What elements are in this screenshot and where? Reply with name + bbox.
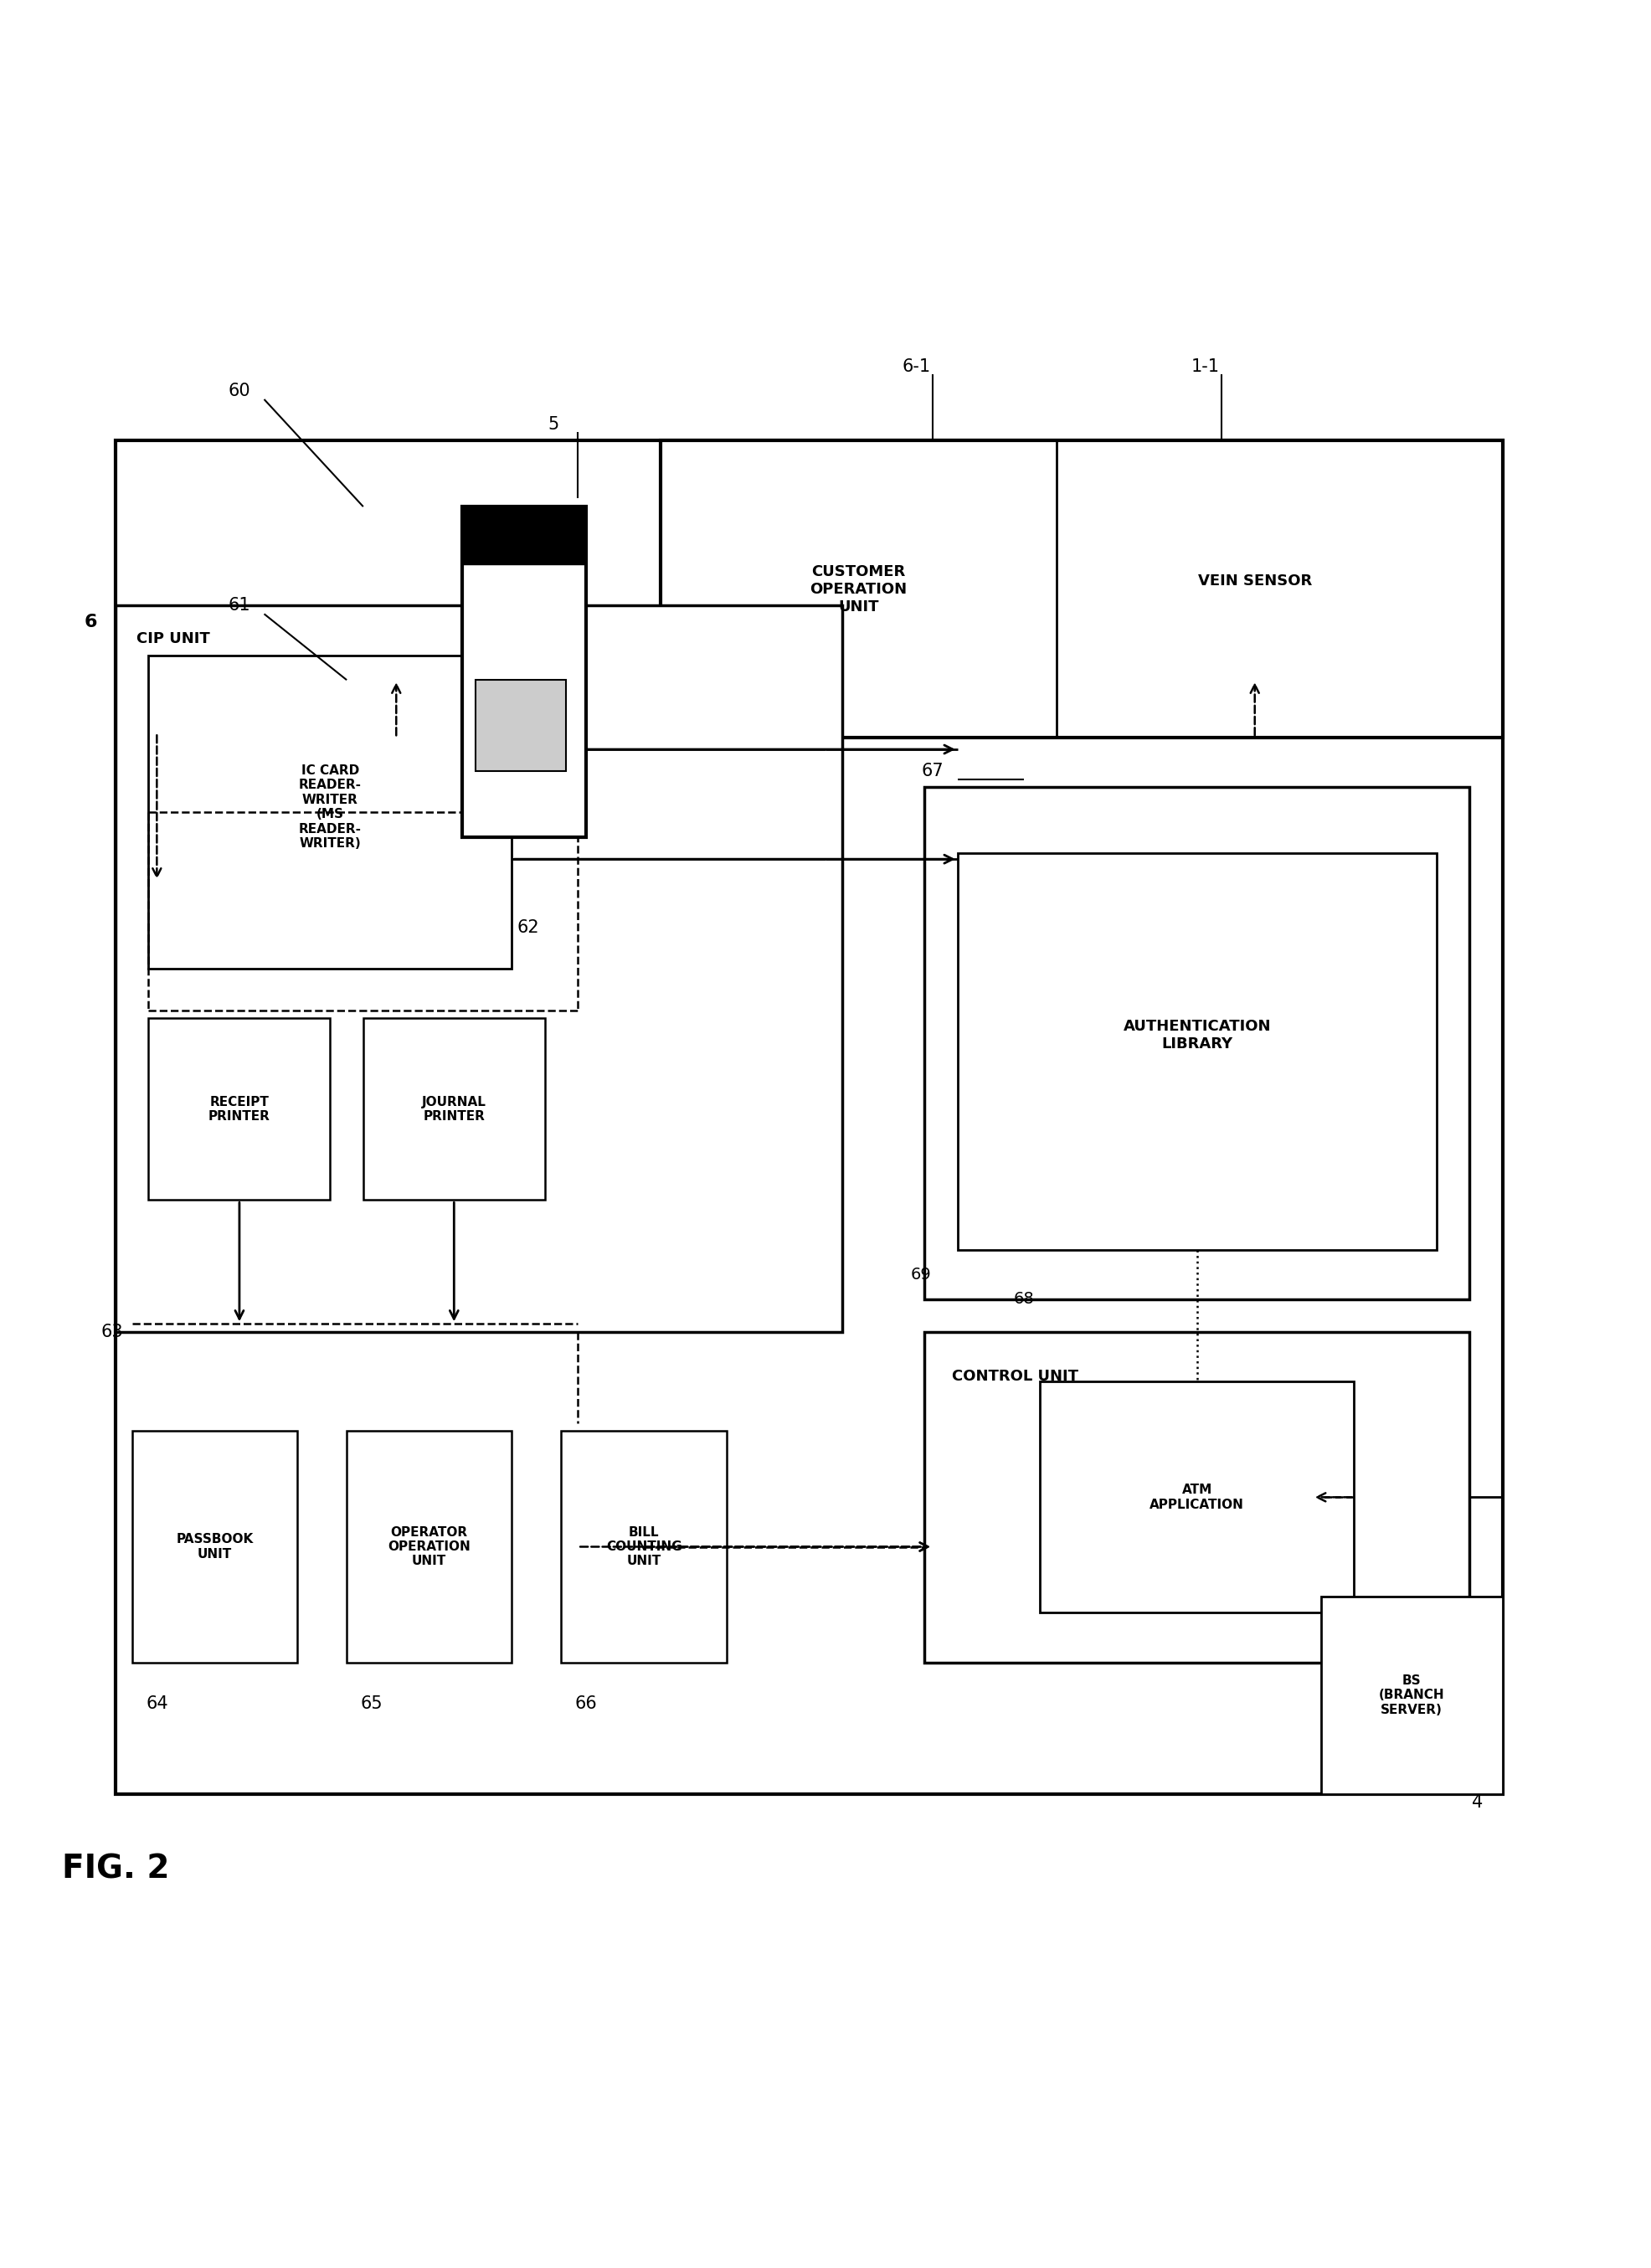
- Text: 61: 61: [228, 596, 251, 615]
- Text: BILL
COUNTING
UNIT: BILL COUNTING UNIT: [606, 1526, 682, 1567]
- Text: 60: 60: [228, 383, 251, 399]
- Bar: [1321, 1597, 1502, 1794]
- Bar: [660, 440, 1502, 737]
- Bar: [1040, 1381, 1354, 1613]
- Bar: [462, 506, 586, 565]
- Text: 67: 67: [921, 762, 944, 780]
- Text: ATM
APPLICATION: ATM APPLICATION: [1149, 1483, 1245, 1510]
- Text: CUSTOMER
OPERATION
UNIT: CUSTOMER OPERATION UNIT: [811, 565, 906, 615]
- Text: 6: 6: [84, 615, 97, 631]
- Bar: [561, 1431, 726, 1662]
- Text: VEIN SENSOR: VEIN SENSOR: [1197, 574, 1313, 587]
- Bar: [462, 506, 586, 837]
- Text: 65: 65: [360, 1694, 383, 1712]
- Text: PASSBOOK
UNIT: PASSBOOK UNIT: [177, 1533, 253, 1560]
- Text: IC CARD: IC CARD: [525, 687, 537, 735]
- Text: 6-1: 6-1: [901, 358, 931, 374]
- Text: OPERATOR
OPERATION
UNIT: OPERATOR OPERATION UNIT: [388, 1526, 471, 1567]
- Text: CIP UNIT: CIP UNIT: [137, 631, 210, 646]
- Bar: [149, 655, 512, 968]
- Text: JOURNAL
PRINTER: JOURNAL PRINTER: [423, 1095, 485, 1123]
- Text: 63: 63: [101, 1325, 124, 1340]
- Text: AUTHENTICATION
LIBRARY: AUTHENTICATION LIBRARY: [1123, 1018, 1271, 1050]
- Text: 4: 4: [1473, 1794, 1483, 1812]
- Text: FIG. 2: FIG. 2: [61, 1853, 170, 1885]
- Text: 1-1: 1-1: [1190, 358, 1220, 374]
- Bar: [925, 1331, 1469, 1662]
- Bar: [925, 787, 1469, 1300]
- Text: IC CARD
READER-
WRITER
(MS
READER-
WRITER): IC CARD READER- WRITER (MS READER- WRITE…: [299, 764, 362, 850]
- Text: RECEIPT
PRINTER: RECEIPT PRINTER: [208, 1095, 271, 1123]
- Text: 68: 68: [1014, 1290, 1034, 1306]
- Text: 66: 66: [575, 1694, 598, 1712]
- Bar: [958, 853, 1436, 1250]
- Bar: [347, 1431, 512, 1662]
- Bar: [149, 1018, 330, 1200]
- Text: 69: 69: [911, 1266, 931, 1281]
- Text: IC CARD: IC CARD: [500, 667, 548, 678]
- Text: 5: 5: [548, 415, 558, 433]
- Text: CONTROL UNIT: CONTROL UNIT: [953, 1370, 1078, 1383]
- Bar: [116, 606, 842, 1331]
- Text: 62: 62: [517, 919, 540, 937]
- Bar: [475, 680, 566, 771]
- Bar: [116, 440, 1502, 1794]
- Bar: [132, 1431, 297, 1662]
- Text: 64: 64: [145, 1694, 168, 1712]
- Bar: [363, 1018, 545, 1200]
- Text: BS
(BRANCH
SERVER): BS (BRANCH SERVER): [1379, 1674, 1445, 1717]
